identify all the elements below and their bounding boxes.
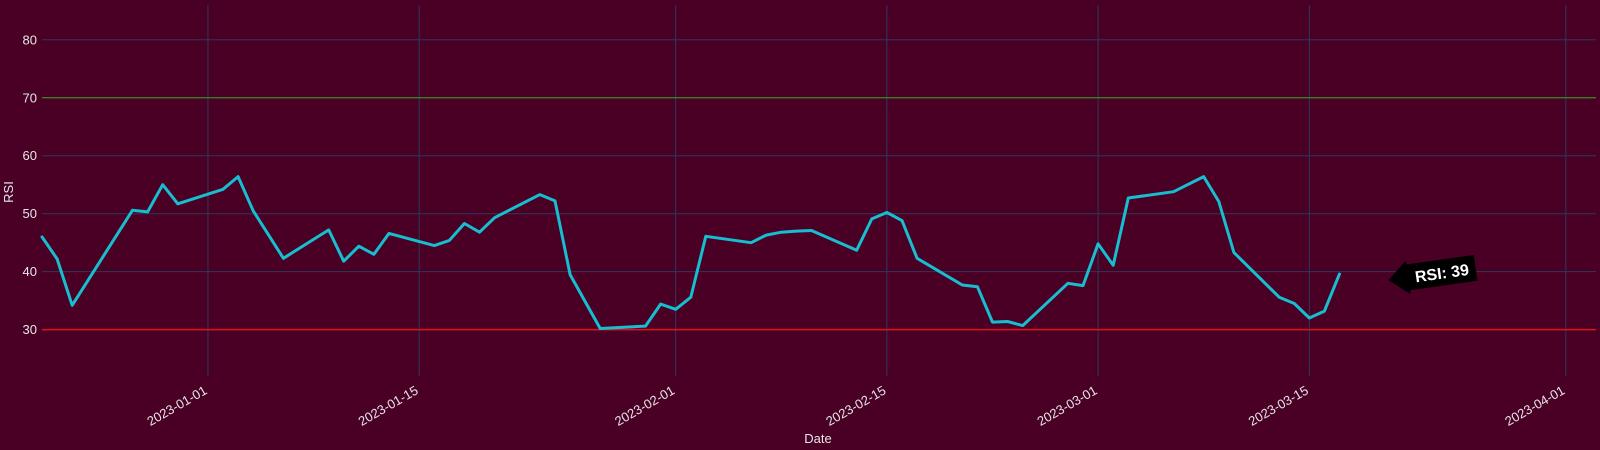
rsi-callout: RSI: 39	[1388, 255, 1478, 295]
y-axis-ticks: 30 40 50 60 70 80	[23, 32, 37, 337]
y-tick-label-60: 60	[23, 148, 37, 163]
y-tick-label-30: 30	[23, 322, 37, 337]
y-tick-label-40: 40	[23, 264, 37, 279]
x-axis-ticks: 2023-01-01 2023-01-15 2023-02-01 2023-02-15…	[144, 383, 1567, 429]
x-tick-label-2023-04-01: 2023-04-01	[1502, 383, 1567, 429]
callout-arrow-box	[1388, 255, 1478, 295]
rsi-line	[40, 175, 1341, 330]
x-tick-label-2023-03-01: 2023-03-01	[1035, 383, 1100, 429]
grid	[42, 5, 1596, 376]
x-axis-label: Date	[804, 431, 831, 446]
x-tick-label-2023-01-01: 2023-01-01	[144, 383, 209, 429]
y-tick-label-50: 50	[23, 206, 37, 221]
y-tick-label-80: 80	[23, 32, 37, 47]
x-tick-label-2023-03-15: 2023-03-15	[1246, 383, 1311, 429]
reference-lines	[42, 97, 1596, 331]
y-axis-label: RSI	[1, 181, 16, 203]
x-tick-label-2023-02-15: 2023-02-15	[823, 383, 888, 429]
series-layer	[40, 175, 1341, 330]
x-tick-label-2023-01-15: 2023-01-15	[356, 383, 421, 429]
y-tick-label-70: 70	[23, 90, 37, 105]
x-tick-label-2023-02-01: 2023-02-01	[612, 383, 677, 429]
